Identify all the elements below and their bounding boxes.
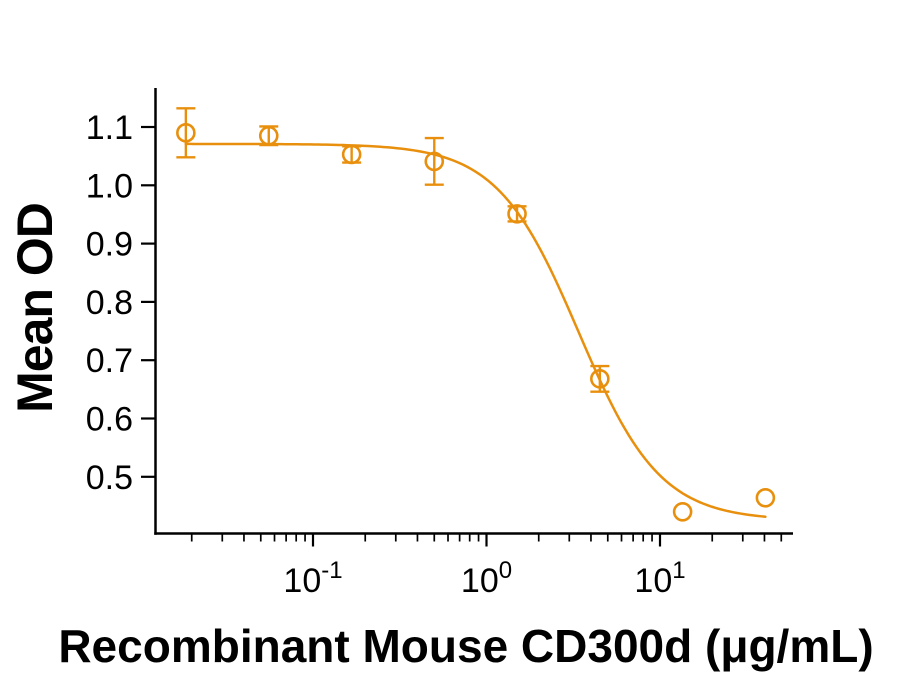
error-bars-layer [176,107,610,393]
data-point-marker [424,151,445,172]
data-point-marker [176,123,196,143]
data-point-marker [507,204,527,224]
data-points-layer [176,123,776,522]
data-point-marker [258,125,279,146]
axis-ticks-layer [141,125,783,547]
x-tick-label: 10-1 [283,557,342,600]
fit-curve-layer [184,142,767,518]
data-point-marker [755,487,776,508]
y-tick-label: 1.1 [86,109,133,147]
y-tick-label: 0.6 [86,401,133,439]
tick-labels-layer: 10-1 100 101 0.5 0.6 0.7 0.8 0.9 1.0 1.1 [86,109,686,600]
y-tick-label: 0.5 [86,459,133,497]
y-tick-label: 1.0 [86,167,133,205]
fit-curve [184,142,767,518]
y-axis-title: Mean OD [7,203,63,413]
y-tick-label: 0.8 [86,284,133,322]
data-point-marker [341,144,362,165]
data-point-marker [590,369,610,389]
x-axis-title: Recombinant Mouse CD300d (μg/mL) [58,620,873,672]
x-tick-label: 101 [634,557,685,600]
x-tick-label: 100 [461,557,512,600]
data-point-marker [672,501,693,522]
y-tick-label: 0.7 [86,342,133,380]
y-tick-label: 0.9 [86,226,133,264]
